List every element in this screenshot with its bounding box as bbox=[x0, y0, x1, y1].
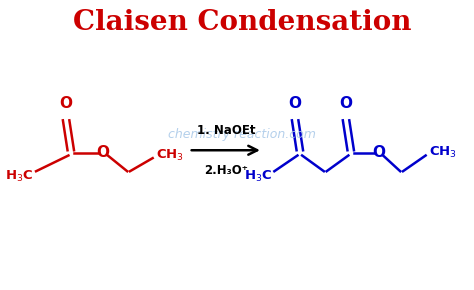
Text: CH$_3$: CH$_3$ bbox=[156, 148, 184, 163]
Text: H$_3$C: H$_3$C bbox=[244, 169, 272, 184]
Text: CH$_3$: CH$_3$ bbox=[429, 145, 457, 160]
Text: O: O bbox=[60, 96, 73, 111]
Text: O: O bbox=[289, 96, 301, 111]
Text: 1. NaOEt: 1. NaOEt bbox=[197, 124, 255, 137]
Text: O: O bbox=[372, 145, 385, 160]
Text: 2.H₃O⁺: 2.H₃O⁺ bbox=[204, 164, 248, 177]
Text: H$_3$C: H$_3$C bbox=[6, 169, 34, 184]
Text: O: O bbox=[339, 96, 353, 111]
Text: chemistry reaction.com: chemistry reaction.com bbox=[168, 128, 316, 141]
Text: Claisen Condensation: Claisen Condensation bbox=[73, 9, 411, 36]
Text: O: O bbox=[97, 145, 109, 160]
